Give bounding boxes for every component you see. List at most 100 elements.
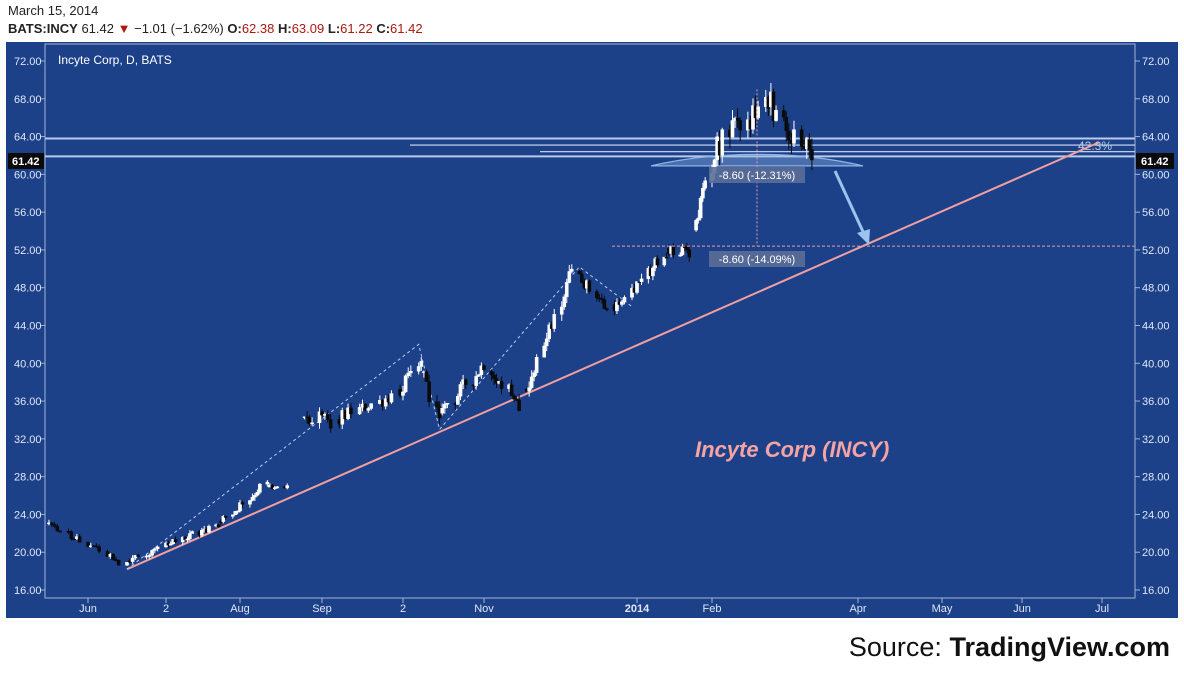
y-tick-label-right: 20.00 — [1142, 547, 1170, 559]
source-brand: TradingView.com — [949, 632, 1170, 662]
y-tick-label-left: 64.00 — [14, 132, 42, 144]
candle-body — [694, 220, 698, 231]
trendline-layer — [126, 141, 1100, 571]
x-axis: Jun 2 Aug Sep 2 Nov 2014 Feb Apr May Jun Jul — [79, 598, 1109, 615]
candle-body — [534, 357, 539, 373]
candle-body — [564, 282, 569, 298]
y-tick-label-left: 56.00 — [14, 207, 42, 219]
rounding-top-arc — [650, 153, 864, 167]
candle-body — [185, 538, 190, 541]
candle-body — [532, 372, 536, 378]
candle-body — [580, 273, 584, 283]
candle-body — [49, 522, 54, 525]
candle-body — [620, 301, 624, 305]
candle-body — [512, 395, 516, 400]
candle-body — [238, 502, 242, 512]
low-value: 61.22 — [340, 21, 373, 36]
candle-body — [738, 120, 742, 131]
candle-body — [136, 555, 140, 557]
candle-body — [440, 408, 444, 414]
candle-body — [125, 562, 129, 566]
candle-body — [383, 398, 388, 407]
y-tick-label-right: 32.00 — [1142, 434, 1170, 446]
candle-body — [756, 106, 760, 119]
y-tick-label-right: 40.00 — [1142, 358, 1170, 370]
x-tick-label: 2 — [400, 603, 406, 615]
candle-body — [325, 414, 330, 420]
y-tick-label-left: 60.00 — [14, 169, 42, 181]
candle-body — [409, 371, 413, 374]
x-tick-label: Jul — [1095, 603, 1109, 615]
candle-body — [285, 485, 290, 489]
source-credit: Source: TradingView.com — [849, 632, 1170, 663]
candle-body — [401, 391, 405, 396]
projection-arrow-head — [857, 229, 870, 245]
candle-body — [188, 533, 192, 540]
candle-body — [482, 365, 486, 370]
projection-arrow-shaft — [833, 170, 867, 237]
candle-body — [615, 301, 619, 312]
candle-body — [474, 376, 478, 386]
quote-line: BATS:INCY 61.42 ▼ −1.01 (−1.62%) O:62.38… — [8, 21, 423, 36]
last-price: 61.42 — [81, 21, 114, 36]
candle-body — [635, 281, 639, 293]
candle-body — [600, 298, 604, 300]
x-tick-label: 2014 — [625, 603, 650, 615]
candle-body — [463, 379, 468, 385]
y-tick-label-right: 64.00 — [1142, 132, 1170, 144]
candle-body — [265, 481, 270, 485]
candle-body — [569, 268, 574, 272]
candle-body — [55, 526, 60, 532]
candle-body — [720, 129, 725, 156]
x-tick-label: Nov — [474, 603, 494, 615]
y-axis-right: 72.00 68.00 64.00 60.00 56.00 52.00 48.00 44.00… — [1135, 56, 1174, 597]
fib-label: 42.3% — [1078, 139, 1112, 153]
candle-body — [678, 254, 682, 257]
last-price-badge-right — [1136, 152, 1174, 169]
source-prefix: Source: — [848, 632, 950, 662]
y-tick-label-left: 32.00 — [14, 434, 42, 446]
candle-body — [173, 539, 178, 543]
x-tick-label: May — [932, 603, 953, 615]
candle-body — [577, 271, 582, 275]
candle-body — [664, 256, 669, 259]
plot-frame — [44, 43, 1136, 599]
candle-body — [456, 396, 460, 405]
candle-body — [605, 308, 609, 311]
candle-body — [307, 417, 312, 425]
candle-body — [97, 546, 101, 552]
candle-body — [366, 408, 371, 411]
candle-body — [703, 180, 707, 189]
candle-body — [235, 510, 240, 513]
candle-body — [499, 380, 504, 389]
candle-body — [587, 280, 592, 292]
candle-body — [730, 120, 735, 138]
y-tick-label-right: 28.00 — [1142, 472, 1170, 484]
y-tick-label-right: 16.00 — [1142, 585, 1170, 597]
candle-body — [233, 511, 238, 515]
candle-body — [542, 345, 546, 358]
candle-body — [787, 130, 791, 141]
candle-body — [655, 258, 660, 266]
candle-body — [435, 401, 439, 408]
close-label: C: — [376, 21, 391, 36]
y-tick-label-left: 28.00 — [14, 472, 42, 484]
y-tick-label-right: 68.00 — [1142, 94, 1170, 106]
y-tick-label-left: 48.00 — [14, 283, 42, 295]
candle-body — [72, 538, 76, 541]
candle-body — [183, 536, 187, 540]
candle-body — [492, 374, 496, 379]
chart-title: Incyte Corp, D, BATS — [58, 53, 172, 67]
y-tick-label-left: 40.00 — [14, 358, 42, 370]
x-tick-label: Jun — [1013, 603, 1031, 615]
measure-label-2: -8.60 (-14.09%) — [719, 254, 795, 266]
candle-body — [443, 403, 447, 409]
candle-body — [547, 324, 552, 339]
candle-body — [317, 411, 322, 423]
x-tick-label: Aug — [230, 603, 250, 615]
measure-box-1 — [709, 167, 805, 183]
price-chart[interactable]: 42.3% -8.60 (-12.31%) -8.60 (-14.09%) 72.… — [0, 40, 1184, 620]
y-tick-label-left: 36.00 — [14, 396, 42, 408]
candle-body — [514, 398, 519, 401]
y-tick-label-right: 56.00 — [1142, 207, 1170, 219]
